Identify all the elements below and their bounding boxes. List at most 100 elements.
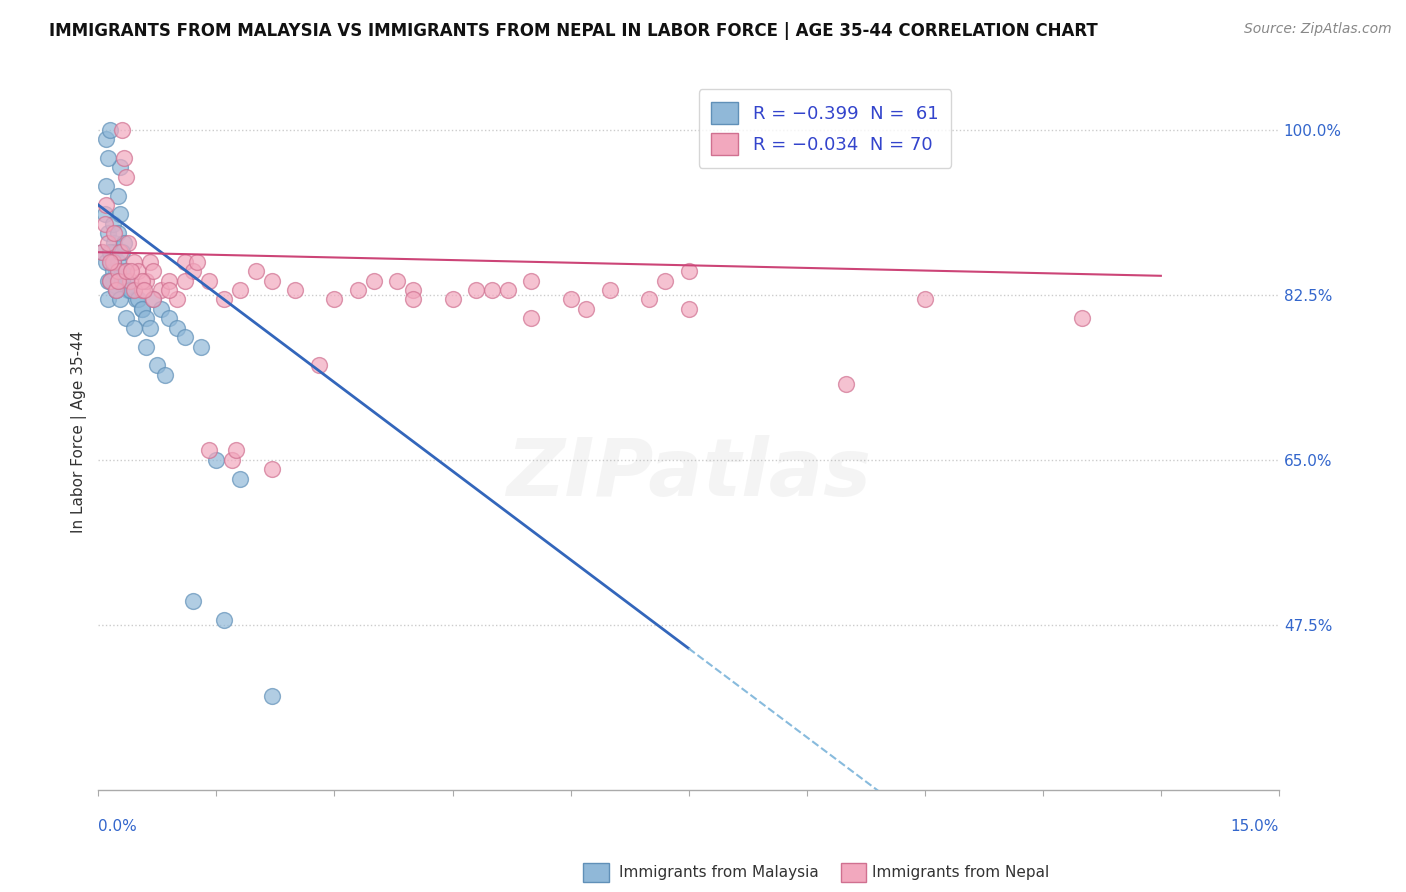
- Point: [107, 264, 129, 278]
- Point: [101, 273, 124, 287]
- Point: [131, 301, 153, 316]
- Point: [229, 472, 252, 486]
- Point: [97, 293, 120, 307]
- Point: [214, 293, 236, 307]
- Point: [96, 179, 118, 194]
- Point: [157, 311, 180, 326]
- Point: [142, 293, 165, 307]
- Point: [127, 293, 149, 307]
- Point: [96, 132, 118, 146]
- Point: [127, 264, 149, 278]
- Point: [135, 273, 157, 287]
- Point: [115, 273, 138, 287]
- Text: Source: ZipAtlas.com: Source: ZipAtlas.com: [1244, 22, 1392, 37]
- Point: [98, 254, 121, 268]
- Point: [125, 293, 148, 307]
- Point: [678, 301, 700, 316]
- Point: [97, 151, 120, 165]
- Point: [214, 613, 236, 627]
- Point: [308, 359, 330, 373]
- Text: ZIPatlas: ZIPatlas: [506, 435, 872, 514]
- Point: [122, 254, 145, 268]
- Point: [96, 254, 118, 268]
- Point: [101, 264, 124, 278]
- Point: [98, 245, 121, 260]
- Point: [138, 320, 160, 334]
- Point: [135, 311, 157, 326]
- Point: [520, 273, 543, 287]
- Point: [465, 283, 488, 297]
- Point: [93, 207, 115, 221]
- Point: [150, 283, 173, 297]
- Text: Immigrants from Nepal: Immigrants from Nepal: [872, 865, 1049, 880]
- Point: [118, 273, 141, 287]
- Point: [97, 235, 120, 250]
- Point: [110, 245, 132, 260]
- Point: [110, 161, 132, 175]
- Point: [107, 273, 129, 287]
- Point: [103, 245, 125, 260]
- Point: [96, 198, 118, 212]
- Point: [835, 377, 858, 392]
- Point: [520, 311, 543, 326]
- Point: [97, 273, 120, 287]
- Point: [157, 283, 180, 297]
- Point: [197, 443, 219, 458]
- Point: [155, 368, 177, 382]
- Point: [221, 452, 243, 467]
- Text: Immigrants from Malaysia: Immigrants from Malaysia: [619, 865, 818, 880]
- Point: [575, 301, 598, 316]
- Point: [146, 359, 169, 373]
- Point: [174, 254, 197, 268]
- Point: [120, 283, 142, 297]
- Point: [117, 235, 139, 250]
- Point: [91, 245, 114, 260]
- Point: [678, 264, 700, 278]
- Point: [284, 283, 307, 297]
- Point: [481, 283, 503, 297]
- Point: [104, 264, 127, 278]
- Point: [120, 264, 142, 278]
- Point: [131, 273, 153, 287]
- Point: [104, 283, 127, 297]
- Point: [229, 283, 252, 297]
- Point: [98, 273, 121, 287]
- Point: [98, 273, 121, 287]
- Point: [150, 301, 173, 316]
- Point: [142, 293, 165, 307]
- Point: [117, 283, 139, 297]
- Point: [260, 462, 283, 476]
- Point: [115, 264, 138, 278]
- Point: [197, 273, 219, 287]
- Point: [97, 227, 120, 241]
- Point: [142, 264, 165, 278]
- Point: [107, 188, 129, 202]
- Point: [181, 594, 204, 608]
- Text: 0.0%: 0.0%: [98, 819, 138, 834]
- Point: [93, 217, 115, 231]
- Point: [245, 264, 267, 278]
- Point: [110, 207, 132, 221]
- Point: [98, 122, 121, 136]
- Point: [363, 273, 385, 287]
- Point: [112, 235, 135, 250]
- Point: [111, 122, 134, 136]
- Point: [174, 273, 197, 287]
- Point: [110, 293, 132, 307]
- Point: [323, 293, 346, 307]
- Point: [122, 283, 145, 297]
- Point: [104, 283, 127, 297]
- Point: [205, 452, 228, 467]
- Point: [115, 311, 138, 326]
- Point: [131, 283, 153, 297]
- Point: [138, 254, 160, 268]
- Point: [115, 169, 138, 184]
- Point: [103, 227, 125, 241]
- Point: [174, 330, 197, 344]
- Point: [654, 273, 676, 287]
- Point: [1071, 311, 1094, 326]
- Point: [122, 320, 145, 334]
- Point: [101, 217, 124, 231]
- Point: [347, 283, 370, 297]
- Point: [560, 293, 582, 307]
